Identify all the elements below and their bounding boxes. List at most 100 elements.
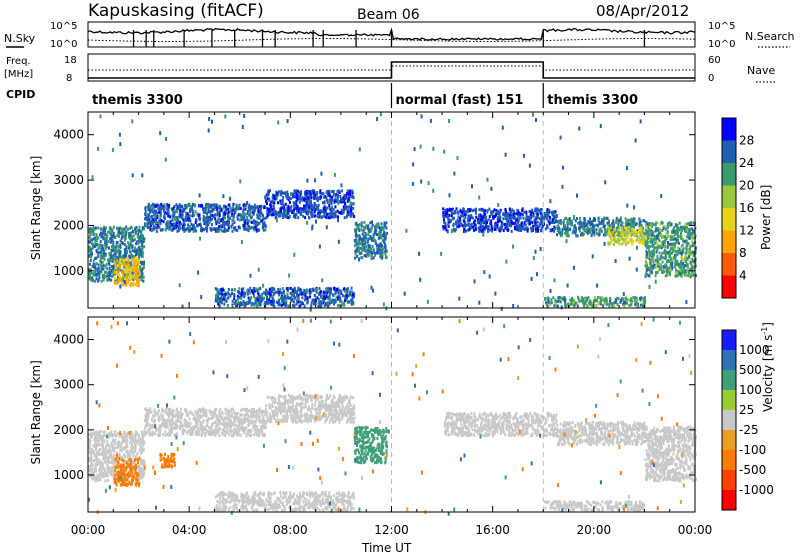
echo-cell [590,301,593,305]
echo-cell [566,283,569,288]
echo-cell [650,270,653,274]
echo-cell [125,252,128,256]
echo-cell [137,278,140,281]
echo-cell [599,124,602,129]
echo-cell [272,211,275,214]
echo-cell [574,226,577,230]
echo-cell [325,288,328,292]
echo-cell [310,203,313,207]
echo-cell [523,210,526,214]
echo-cell [286,287,289,291]
echo-cell [666,229,669,233]
echo-cell [660,194,663,199]
echo-cell [313,302,315,306]
echo-cell [646,242,649,246]
echo-cell [135,266,138,270]
freq-label: Freq. [6,56,31,67]
echo-cell [546,208,549,211]
echo-cell [658,251,661,255]
echo-cell [205,216,208,220]
echo-cell [561,233,563,237]
echo-cell [358,237,361,241]
echo-cell [469,208,472,212]
echo-cell [669,257,672,261]
echo-cell [333,199,336,203]
echo-cell [154,213,157,217]
echo-cell [689,227,692,231]
echo-cell [242,300,245,304]
echo-cell [669,251,671,255]
echo-cell [623,230,626,234]
echo-cell [330,195,333,199]
echo-cell [282,302,285,306]
echo-cell [215,220,218,224]
echo-cell [385,226,388,230]
echo-cell [561,228,564,232]
echo-cell [261,214,264,217]
echo-cell [468,228,471,232]
echo-cell [231,212,234,216]
echo-cell [184,207,187,210]
echo-cell [671,251,674,255]
echo-cell [462,214,464,218]
echo-cell [443,217,445,221]
y-tick-label: 4000 [53,128,84,142]
echo-cell [654,259,657,263]
echo-cell [256,298,259,302]
echo-cell [311,298,314,302]
echo-cell [496,209,499,213]
echo-cell [295,291,297,295]
echo-cell [285,194,288,198]
echo-cell [177,221,180,225]
echo-cell [676,233,679,237]
echo-cell [248,225,251,228]
echo-cell [222,220,225,224]
echo-cell [530,210,532,214]
echo-cell [237,301,240,305]
echo-cell [349,212,352,216]
echo-cell [536,215,539,219]
echo-cell [581,231,584,235]
echo-cell [172,215,175,219]
echo-cell [368,249,371,253]
echo-cell [676,225,679,229]
echo-cell [318,292,321,296]
echo-cell [316,196,319,200]
echo-cell [128,244,131,248]
echo-cell [376,248,379,251]
echo-cell [588,229,591,233]
echo-cell [649,253,652,257]
echo-cell [553,214,556,218]
echo-cell [690,257,693,261]
echo-cell [331,190,334,193]
echo-cell [193,213,196,217]
echo-cell [380,254,383,258]
echo-cell [486,221,488,224]
echo-cell [236,228,239,232]
echo-cell [510,213,513,217]
nave-tick-bottom: 0 [708,73,714,84]
echo-cell [178,212,181,216]
echo-cell [466,209,469,213]
echo-cell [375,241,377,245]
echo-cell [651,255,654,258]
echo-cell [266,298,269,302]
echo-cell [142,265,145,269]
echo-cell [250,206,253,210]
echo-cell [669,238,672,242]
echo-cell [541,218,543,222]
echo-cell [599,301,602,305]
echo-cell [630,218,633,222]
echo-cell [671,237,673,241]
echo-cell [135,261,138,265]
echo-cell [141,262,143,266]
echo-cell [640,232,643,236]
echo-cell [614,233,617,237]
echo-cell [655,227,658,231]
echo-cell [93,232,96,236]
echo-cell [370,238,373,242]
echo-cell [662,245,665,249]
echo-cell [137,284,140,288]
echo-cell [365,245,368,249]
echo-cell [685,273,688,277]
